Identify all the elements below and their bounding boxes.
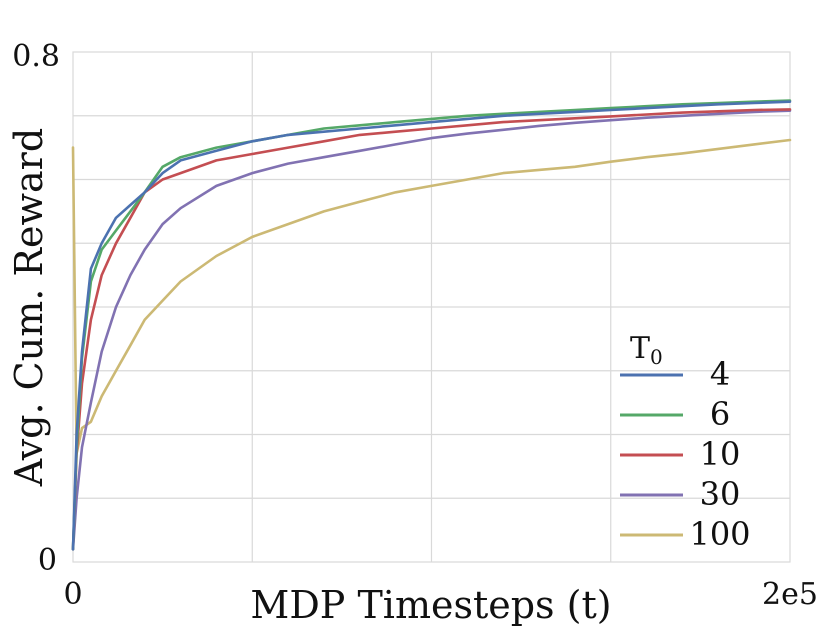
x-axis-label: MDP Timesteps (t): [250, 583, 611, 627]
y-tick-label-min: 0: [38, 543, 57, 578]
legend-label-30: 30: [700, 475, 741, 513]
legend-label-10: 10: [700, 435, 741, 473]
legend-label-100: 100: [689, 515, 750, 553]
x-tick-label-max: 2e5: [762, 577, 818, 612]
plot-frame: [72, 51, 791, 563]
x-tick-label-min: 0: [63, 577, 82, 612]
y-axis-label: Avg. Cum. Reward: [7, 128, 51, 487]
series-group: [71, 99, 792, 551]
legend-title: T0: [630, 331, 663, 369]
series-line-100: [71, 138, 792, 455]
legend-label-6: 6: [710, 395, 730, 433]
series-line-10: [71, 108, 792, 551]
series-line-4: [71, 100, 792, 551]
series-line-30: [71, 109, 792, 551]
y-tick-label-max: 0.8: [12, 39, 60, 74]
legend-label-4: 4: [710, 355, 730, 393]
series-line-6: [71, 99, 792, 551]
